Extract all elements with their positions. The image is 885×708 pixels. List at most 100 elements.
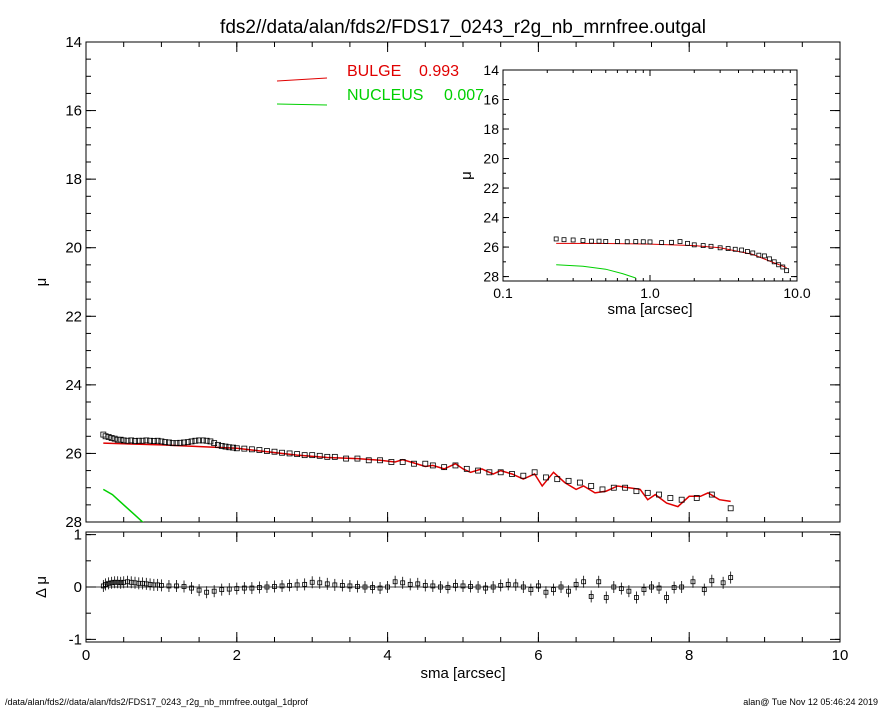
legend-name: NUCLEUS [347,87,423,104]
main-ytick-label: 22 [65,308,82,325]
main-data-point [399,459,406,465]
main-data-point [667,495,674,501]
legend-item-bulge: BULGE 0.993 [276,63,459,82]
inset-data-point [739,247,745,253]
inset-data-point [745,249,750,254]
main-data-point [192,437,199,444]
main-data-point [111,435,118,442]
main-data-point [622,484,629,491]
main-data-point [184,439,191,446]
residual-ytick-label: 0 [74,579,82,596]
inset-ytick-label: 28 [483,269,499,285]
main-data-point [656,491,662,498]
main-data-point [316,452,323,459]
inset-xtick-label: 10.0 [783,285,810,301]
main-nucleus-line [102,488,144,522]
main-data-point [576,479,583,486]
main-data-point [377,457,383,464]
main-ytick-label: 14 [65,34,82,51]
main-data-point [173,440,180,447]
residual-xtick-label: 10 [832,647,849,664]
main-data-point [509,471,515,477]
main-ytick-label: 20 [65,240,82,257]
main-data-point [150,438,157,444]
footer-right-text: alan@ Tue Nov 12 05:46:24 2019 [743,697,878,707]
main-data-point [143,437,150,444]
main-data-point [693,495,700,501]
residual-xlabel: sma [arcsec] [420,665,505,682]
main-data-point [248,446,255,453]
inset-ytick-label: 22 [483,180,499,196]
main-panel: 14 16 18 20 22 24 26 28 μ BULGE 0.993 NUCLEUS 0.007 [33,34,841,531]
residual-xtick-label: 6 [534,647,542,664]
main-data-point [463,465,470,472]
main-data-point [294,451,301,458]
inset-ytick-label: 18 [483,121,499,137]
main-data-point [727,505,734,512]
main-data-point [520,472,527,479]
main-data-point [114,436,121,443]
main-data-point [211,440,218,447]
main-data-point [147,437,153,444]
main-data-point [199,437,206,444]
inset-data-point [732,246,738,252]
inset-data-point [659,240,665,246]
inset-data-point [580,238,586,243]
residual-xtick-label: 4 [383,647,391,664]
main-ytick-label: 16 [65,103,82,120]
inset-data-point [603,239,609,244]
inset-data-point [771,259,777,265]
main-data-point [108,435,115,441]
main-data-point [264,448,270,454]
inset-data-point [756,252,762,258]
main-data-point [331,453,338,460]
residual-xtick-label: 8 [685,647,693,664]
main-data-point [441,464,448,471]
main-data-point [233,445,240,452]
residual-ylabel: Δ μ [33,576,50,598]
main-data-point [429,462,436,469]
inset-data-point [614,239,620,245]
residual-series-group [100,571,734,604]
inset-data-point [700,243,706,248]
legend-swatch [276,103,328,106]
main-data-point [610,484,617,491]
main-data-point [475,467,481,474]
main-data-point [102,433,109,440]
main-data-point [135,437,142,444]
inset-data-point [624,239,630,245]
inset-data-point [561,237,567,243]
main-data-point [169,440,176,447]
main-data-point [154,437,161,444]
main-data-point [411,460,417,467]
main-data-point [162,439,169,446]
main-data-point [132,438,138,444]
inset-data-point [677,239,683,245]
inset-nucleus-line [556,264,636,279]
inset-data-point [633,239,639,245]
main-ytick-label: 26 [65,445,82,462]
main-data-point [271,448,278,455]
inset-data-point [647,239,653,245]
main-data-point [633,488,640,495]
main-data-point [678,496,685,503]
main-data-point [486,469,493,476]
inset-ytick-label: 16 [483,92,499,108]
main-data-point [166,439,172,446]
inset-data-point [553,236,559,242]
main-ytick-label: 24 [65,377,82,394]
main-data-point [388,459,395,465]
main-data-point [241,445,248,452]
main-data-point [588,483,595,489]
inset-data-point [717,245,723,251]
main-data-point [301,452,308,459]
inset-frame [502,69,798,282]
main-data-point [124,437,131,444]
legend-name: BULGE [347,63,401,80]
main-data-point [452,462,459,469]
main-data-point [230,444,236,451]
inset-bulge-line [556,242,787,269]
main-ytick-label: 28 [65,514,82,531]
main-data-point [554,476,561,483]
main-data-point [565,477,572,484]
